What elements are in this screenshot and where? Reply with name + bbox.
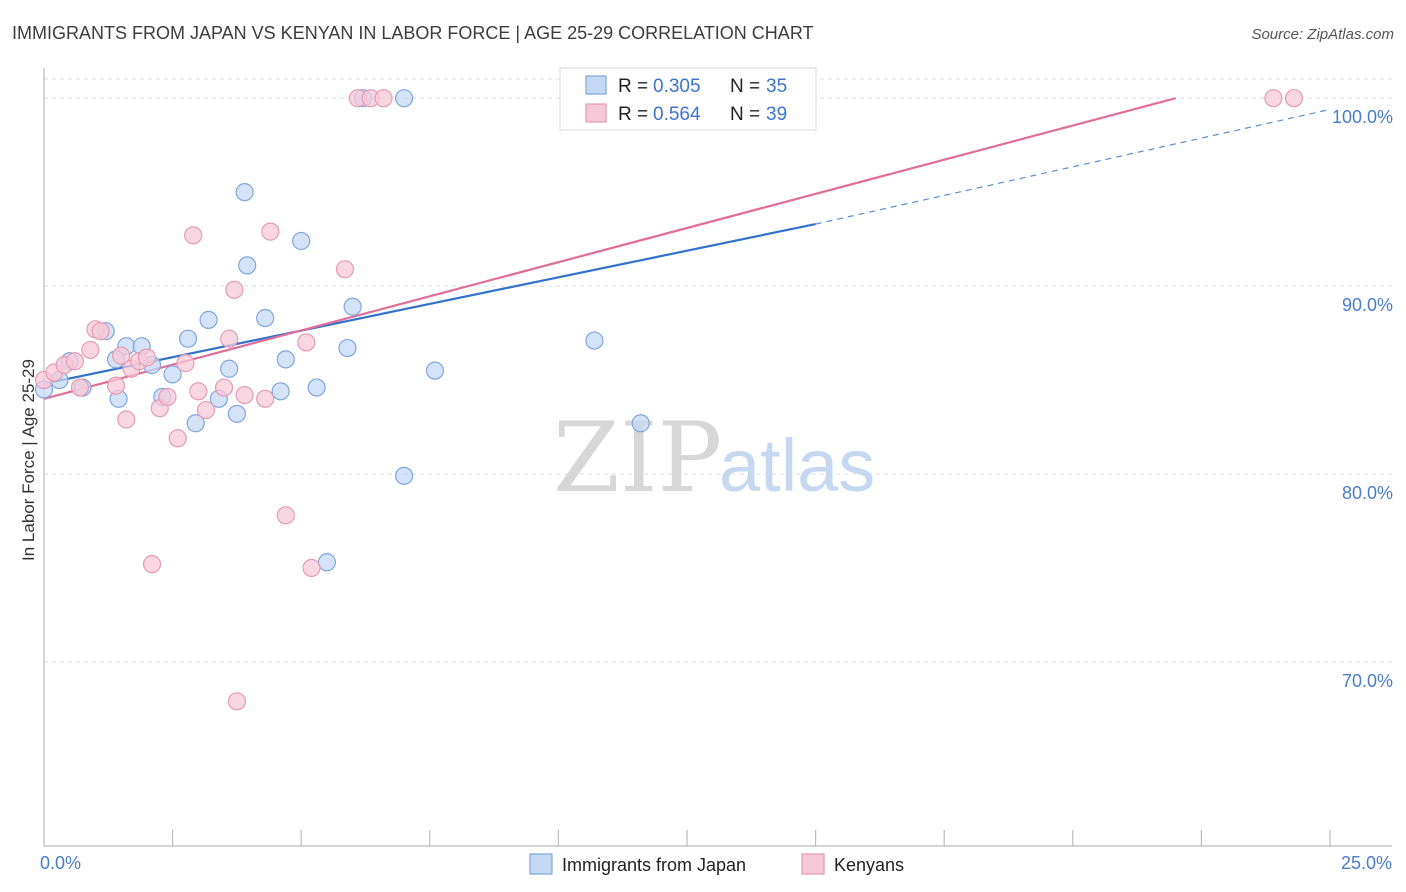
stats-legend-swatch-pink [585, 103, 607, 123]
point-japan [227, 404, 246, 423]
point-kenyans [168, 429, 187, 448]
y-tick-label: 100.0% [1332, 107, 1393, 127]
point-kenyans [214, 378, 234, 397]
point-japan [338, 338, 357, 358]
stats-legend-swatch-blue [585, 75, 607, 95]
trend-line-japan [43, 222, 816, 385]
point-japan [178, 329, 198, 348]
trend-lines [43, 97, 1331, 400]
point-japan [631, 414, 650, 433]
point-kenyans [227, 692, 246, 711]
point-japan [585, 331, 604, 350]
point-kenyans [276, 506, 295, 525]
watermark: ZIP atlas [553, 402, 875, 514]
point-japan [343, 297, 362, 316]
point-japan [317, 553, 337, 572]
point-kenyans [137, 348, 156, 367]
point-japan [163, 365, 182, 384]
trend-line-kenyans [43, 97, 1176, 400]
point-japan [425, 361, 445, 380]
series-legend-swatch-kenyans [801, 853, 825, 875]
point-kenyans [142, 555, 162, 574]
point-japan [199, 310, 218, 329]
point-kenyans [302, 558, 321, 578]
x-tick-label: 0.0% [40, 853, 81, 873]
point-kenyans [184, 226, 203, 245]
point-japan [394, 89, 414, 108]
stats-legend-r-value: 0.564 [653, 104, 701, 125]
chart-source: Source: ZipAtlas.com [1251, 26, 1394, 43]
stats-legend: R = 0.305 N = 35 R = 0.564 N = 39 [559, 67, 817, 131]
point-kenyans [1264, 89, 1283, 108]
point-japan [292, 231, 311, 251]
y-tick-label: 70.0% [1342, 671, 1393, 691]
series-legend-label-japan: Immigrants from Japan [562, 855, 746, 875]
point-kenyans [158, 387, 177, 407]
point-japan [238, 256, 257, 275]
watermark-atlas: atlas [719, 424, 875, 507]
point-japan [235, 183, 254, 202]
point-kenyans [1284, 89, 1304, 108]
point-kenyans [176, 354, 195, 373]
stats-legend-r-label: R = [618, 104, 648, 125]
gridlines [44, 78, 1392, 663]
point-kenyans [235, 385, 254, 405]
point-kenyans [65, 352, 84, 371]
point-kenyans [225, 280, 244, 299]
point-japan [307, 378, 326, 397]
point-japan [271, 382, 290, 401]
point-kenyans [297, 333, 316, 352]
point-kenyans [335, 260, 355, 279]
stats-legend-r-label: R = [618, 76, 648, 97]
series-legend: Immigrants from Japan Kenyans [529, 853, 904, 875]
point-kenyans [106, 376, 126, 395]
y-tick-label: 90.0% [1342, 295, 1393, 315]
stats-legend-r-value: 0.305 [653, 76, 701, 97]
point-kenyans [112, 346, 131, 365]
point-kenyans [70, 378, 90, 397]
point-kenyans [117, 410, 136, 429]
point-kenyans [196, 400, 216, 420]
stats-legend-n-label: N = [730, 104, 760, 125]
x-tick-label: 25.0% [1341, 853, 1392, 873]
point-japan [256, 308, 275, 328]
y-tick-label: 80.0% [1342, 483, 1393, 503]
point-kenyans [81, 340, 100, 360]
point-kenyans [256, 389, 275, 408]
chart-title: IMMIGRANTS FROM JAPAN VS KENYAN IN LABOR… [12, 23, 813, 43]
point-japan [220, 359, 239, 378]
point-japan [276, 350, 295, 369]
point-kenyans [220, 329, 239, 348]
stats-legend-n-value: 35 [766, 76, 787, 97]
point-kenyans [261, 222, 280, 241]
point-japan [394, 466, 414, 485]
series-legend-label-kenyans: Kenyans [834, 855, 904, 875]
point-kenyans [91, 322, 110, 341]
scatter-points [34, 89, 1304, 711]
axes: 70.0% 80.0% 90.0% 100.0% 0.0% 25.0% [40, 68, 1393, 873]
series-legend-swatch-japan [529, 853, 553, 875]
point-kenyans [189, 382, 208, 401]
y-axis-label: In Labor Force | Age 25-29 [19, 359, 38, 561]
point-kenyans [374, 89, 393, 108]
stats-legend-n-value: 39 [766, 104, 787, 125]
stats-legend-n-label: N = [730, 76, 760, 97]
point-japan [186, 414, 205, 433]
